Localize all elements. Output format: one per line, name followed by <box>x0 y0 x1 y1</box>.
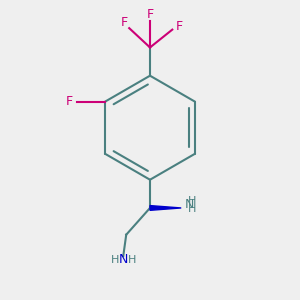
Text: H: H <box>128 255 136 265</box>
Text: H: H <box>188 196 197 206</box>
Text: F: F <box>146 8 154 21</box>
Polygon shape <box>150 206 181 210</box>
Text: H: H <box>188 204 197 214</box>
Text: H: H <box>111 255 119 265</box>
Text: F: F <box>175 20 182 33</box>
Text: N: N <box>118 253 128 266</box>
Text: F: F <box>65 95 73 108</box>
Text: F: F <box>120 16 128 29</box>
Text: N: N <box>185 198 194 211</box>
